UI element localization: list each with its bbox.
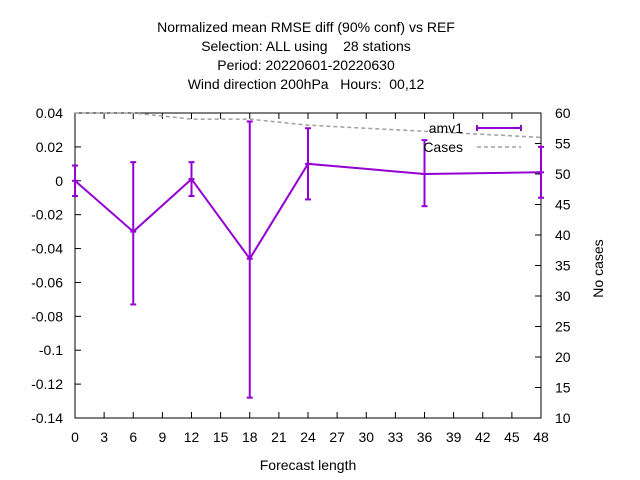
y2-tick-label: 10 [555,410,571,426]
y-axis-left: 0.04 0.02 0 -0.02 -0.04 -0.06 -0.08 -0.1 -0.12 -0… [31,105,81,426]
x-tick-label: 21 [271,429,287,445]
x-tick-label: 33 [388,429,404,445]
y2-tick-label: 60 [555,105,571,121]
x-tick-label: 0 [71,429,79,445]
y2-tick-label: 55 [555,136,571,152]
y-tick-label: -0.1 [39,342,63,358]
y2-axis-label: No cases [590,239,606,297]
y-tick-label: -0.04 [31,241,63,257]
y-tick-label: 0 [55,173,63,189]
legend: amv1 Cases [423,120,522,155]
x-tick-label: 12 [184,429,200,445]
x-tick-label: 15 [213,429,229,445]
x-axis-label: Forecast length [260,457,357,473]
x-axis: 0 3 6 9 12 15 18 21 24 27 30 33 36 39 42 45 48 [71,113,549,445]
x-tick-label: 6 [129,429,137,445]
title-line-4: Wind direction 200hPa Hours: 00,12 [188,76,425,92]
y-tick-label: -0.14 [31,410,63,426]
x-tick-label: 3 [100,429,108,445]
y2-tick-label: 50 [555,166,571,182]
title-line-3: Period: 20220601-20220630 [217,57,395,73]
y2-tick-label: 15 [555,380,571,396]
cases-series [75,112,542,139]
y2-tick-label: 30 [555,288,571,304]
legend-label-amv1: amv1 [429,120,463,136]
x-tick-label: 30 [358,429,374,445]
x-tick-label: 36 [417,429,433,445]
cases-line [75,112,542,139]
amv1-series [72,120,544,399]
y2-tick-label: 40 [555,227,571,243]
x-tick-label: 27 [329,429,345,445]
y2-tick-label: 25 [555,319,571,335]
chart-title: Normalized mean RMSE diff (90% conf) vs … [157,19,455,92]
y2-tick-label: 35 [555,258,571,274]
y-tick-label: -0.06 [31,274,63,290]
y2-tick-label: 45 [555,197,571,213]
y-tick-label: 0.04 [36,105,63,121]
x-tick-label: 48 [533,429,549,445]
x-tick-label: 39 [446,429,462,445]
title-line-2: Selection: ALL using 28 stations [201,38,411,54]
x-tick-label: 24 [300,429,316,445]
y-axis-right: 60 55 50 45 40 35 30 25 20 15 10 [535,105,571,426]
x-tick-label: 9 [158,429,166,445]
x-tick-label: 45 [504,429,520,445]
x-tick-label: 42 [475,429,491,445]
y2-tick-label: 20 [555,349,571,365]
y-tick-label: -0.02 [31,207,63,223]
y-tick-label: -0.12 [31,376,63,392]
y-tick-label: 0.02 [36,139,63,155]
legend-label-cases: Cases [423,139,463,155]
title-line-1: Normalized mean RMSE diff (90% conf) vs … [157,19,455,35]
y-tick-label: -0.08 [31,308,63,324]
x-tick-label: 18 [242,429,258,445]
